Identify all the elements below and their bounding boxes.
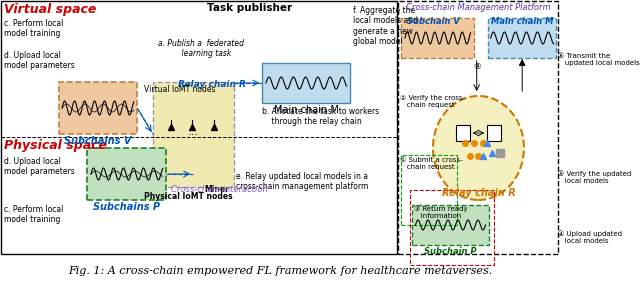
Text: Virtual IoMT nodes: Virtual IoMT nodes <box>145 85 216 94</box>
FancyBboxPatch shape <box>487 125 501 141</box>
Text: Cross-chain Management Platform: Cross-chain Management Platform <box>406 3 550 12</box>
FancyBboxPatch shape <box>88 148 166 200</box>
FancyBboxPatch shape <box>412 205 489 245</box>
Text: e. Relay updated local models in a
cross-chain management platform: e. Relay updated local models in a cross… <box>236 172 369 191</box>
Text: ④: ④ <box>473 62 481 71</box>
Text: Miner: Miner <box>204 185 229 194</box>
Circle shape <box>433 96 524 200</box>
Text: Subchain P: Subchain P <box>424 247 477 256</box>
Text: ⑤ Verify the updated
   local models: ⑤ Verify the updated local models <box>558 170 631 183</box>
Text: Physical space: Physical space <box>4 139 108 152</box>
Text: Task publisher: Task publisher <box>207 3 292 13</box>
FancyBboxPatch shape <box>398 1 558 254</box>
Text: Cross-chain interaction: Cross-chain interaction <box>171 185 268 194</box>
FancyBboxPatch shape <box>59 82 138 134</box>
Text: a. Publish a  federated
    learning task: a. Publish a federated learning task <box>158 39 244 59</box>
Text: ...: ... <box>188 127 199 137</box>
Text: Virtual space: Virtual space <box>4 3 97 16</box>
Text: Relay chain R: Relay chain R <box>442 188 515 198</box>
Text: ④ Upload updated
   local models: ④ Upload updated local models <box>558 230 622 244</box>
FancyBboxPatch shape <box>488 18 556 58</box>
Text: d. Upload local
model parameters: d. Upload local model parameters <box>4 157 75 176</box>
Text: Subchains V: Subchains V <box>64 136 132 146</box>
Text: Fig. 1: A cross-chain empowered FL framework for healthcare metaverses.: Fig. 1: A cross-chain empowered FL frame… <box>68 266 492 276</box>
FancyBboxPatch shape <box>1 1 397 254</box>
Text: c. Perform local
model training: c. Perform local model training <box>4 205 64 224</box>
Text: ① Submit a cross-
   chain request: ① Submit a cross- chain request <box>400 157 462 170</box>
Text: Main chain M: Main chain M <box>274 105 339 115</box>
FancyBboxPatch shape <box>401 18 474 58</box>
Text: Subchains P: Subchains P <box>93 202 161 212</box>
Text: d. Upload local
model parameters: d. Upload local model parameters <box>4 51 75 70</box>
Text: c. Perform local
model training: c. Perform local model training <box>4 19 64 38</box>
Text: b. Allocate the task to workers
    through the relay chain: b. Allocate the task to workers through … <box>262 107 380 126</box>
Text: Main chain M: Main chain M <box>491 17 554 26</box>
Text: Physical IoMT nodes: Physical IoMT nodes <box>145 192 233 201</box>
FancyBboxPatch shape <box>153 82 234 187</box>
Text: Relay chain R: Relay chain R <box>177 80 245 89</box>
FancyBboxPatch shape <box>262 63 350 103</box>
Text: f. Aggregate the
local models and
generate a new
global model: f. Aggregate the local models and genera… <box>353 6 419 46</box>
FancyBboxPatch shape <box>456 125 470 141</box>
Text: ② Verify the cross-
   chain request: ② Verify the cross- chain request <box>400 95 465 108</box>
Text: ⑥ Transmit the
   updated local models: ⑥ Transmit the updated local models <box>558 53 640 66</box>
Text: ③ Return ready
   information: ③ Return ready information <box>413 205 467 219</box>
Text: Subchain V: Subchain V <box>407 17 460 26</box>
